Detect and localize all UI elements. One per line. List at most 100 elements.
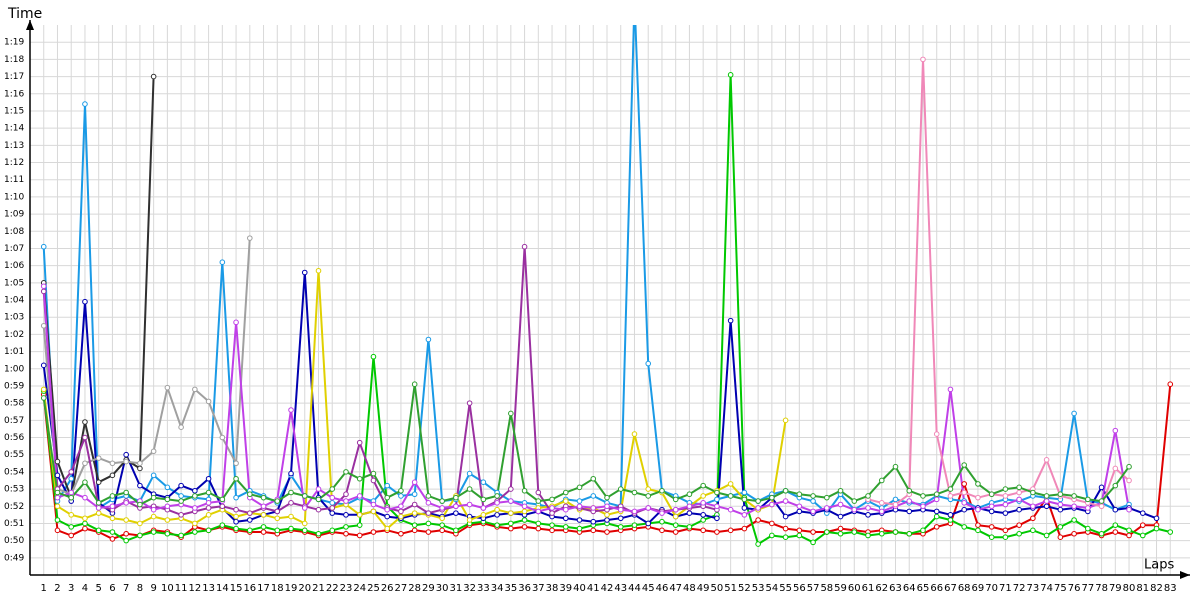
data-point xyxy=(865,532,871,539)
data-point xyxy=(164,530,171,537)
y-tick-label: 0:50 xyxy=(4,536,24,546)
data-point xyxy=(933,496,940,503)
data-point xyxy=(1043,498,1050,504)
data-point xyxy=(741,496,748,503)
data-point xyxy=(150,472,157,479)
data-point xyxy=(686,503,693,510)
x-tick-label: 70 xyxy=(985,583,998,594)
x-tick-label: 57 xyxy=(807,583,820,594)
data-point xyxy=(824,505,830,511)
x-tick-label: 42 xyxy=(601,583,614,594)
x-tick-label: 5 xyxy=(96,583,102,594)
data-point xyxy=(219,434,226,441)
data-point xyxy=(782,417,789,424)
data-point xyxy=(1098,503,1105,510)
data-point xyxy=(521,524,528,530)
data-point xyxy=(947,386,954,393)
data-point xyxy=(659,527,665,534)
data-point xyxy=(301,269,308,276)
data-point xyxy=(1016,496,1022,503)
x-tick-label: 64 xyxy=(903,583,916,594)
data-point xyxy=(1016,530,1022,537)
data-point xyxy=(1098,498,1105,504)
data-point xyxy=(150,494,157,501)
data-point xyxy=(590,518,597,525)
data-point xyxy=(961,481,967,487)
data-point xyxy=(205,500,212,506)
data-point xyxy=(782,534,789,540)
data-point xyxy=(425,529,432,535)
data-point xyxy=(947,493,954,499)
data-point xyxy=(233,494,239,501)
x-tick-label: 12 xyxy=(188,583,201,594)
data-point xyxy=(975,522,981,528)
data-point xyxy=(95,527,102,534)
data-point xyxy=(810,508,816,515)
data-point xyxy=(453,503,459,510)
data-point xyxy=(95,510,102,516)
data-point xyxy=(68,494,75,501)
data-point xyxy=(82,434,88,441)
data-point xyxy=(274,508,281,515)
data-point xyxy=(425,493,432,499)
data-point xyxy=(604,512,610,518)
data-point xyxy=(260,524,267,530)
data-point xyxy=(343,512,349,518)
data-point xyxy=(356,475,363,482)
data-point xyxy=(769,501,775,508)
data-point xyxy=(1030,515,1036,522)
data-point xyxy=(741,525,748,532)
x-tick-label: 63 xyxy=(889,583,902,594)
data-point xyxy=(700,500,706,506)
data-point xyxy=(631,489,638,496)
data-point xyxy=(878,508,885,515)
data-point xyxy=(1043,493,1050,499)
data-point xyxy=(82,494,88,501)
x-tick-label: 53 xyxy=(752,583,765,594)
data-point xyxy=(68,532,75,539)
data-point xyxy=(178,512,184,518)
data-point xyxy=(1126,506,1132,513)
x-tick-label: 67 xyxy=(944,583,957,594)
data-point xyxy=(82,525,88,532)
data-point xyxy=(1085,496,1091,503)
data-point xyxy=(590,505,597,511)
x-tick-label: 78 xyxy=(1095,583,1108,594)
data-point xyxy=(604,517,610,523)
x-tick-label: 80 xyxy=(1123,583,1136,594)
data-point xyxy=(1167,529,1174,535)
data-point xyxy=(645,486,652,492)
data-point xyxy=(40,322,47,329)
data-point xyxy=(288,525,294,532)
data-point xyxy=(343,530,349,537)
data-point xyxy=(617,486,624,492)
y-tick-label: 1:14 xyxy=(4,124,24,134)
data-point xyxy=(453,510,459,516)
data-point xyxy=(411,381,418,388)
data-point xyxy=(906,498,913,504)
data-point xyxy=(54,472,61,479)
data-point xyxy=(933,491,940,498)
data-point xyxy=(947,512,954,518)
y-tick-label: 1:05 xyxy=(4,278,24,288)
x-tick-label: 21 xyxy=(312,583,325,594)
data-point xyxy=(686,524,693,530)
x-tick-label: 9 xyxy=(150,583,156,594)
x-tick-label: 30 xyxy=(436,583,449,594)
data-point xyxy=(1139,532,1146,539)
data-point xyxy=(82,419,88,425)
y-tick-label: 0:58 xyxy=(4,399,24,409)
y-tick-label: 1:07 xyxy=(4,244,24,254)
data-point xyxy=(178,532,184,539)
data-point xyxy=(54,458,61,465)
x-tick-label: 1 xyxy=(41,583,47,594)
data-point xyxy=(68,475,75,482)
data-point xyxy=(1071,530,1077,537)
data-point xyxy=(137,465,143,472)
data-point xyxy=(810,539,816,546)
data-point xyxy=(1085,505,1091,511)
data-point xyxy=(1126,527,1132,534)
data-point xyxy=(82,460,88,467)
data-point xyxy=(796,527,803,534)
data-point xyxy=(109,515,116,522)
